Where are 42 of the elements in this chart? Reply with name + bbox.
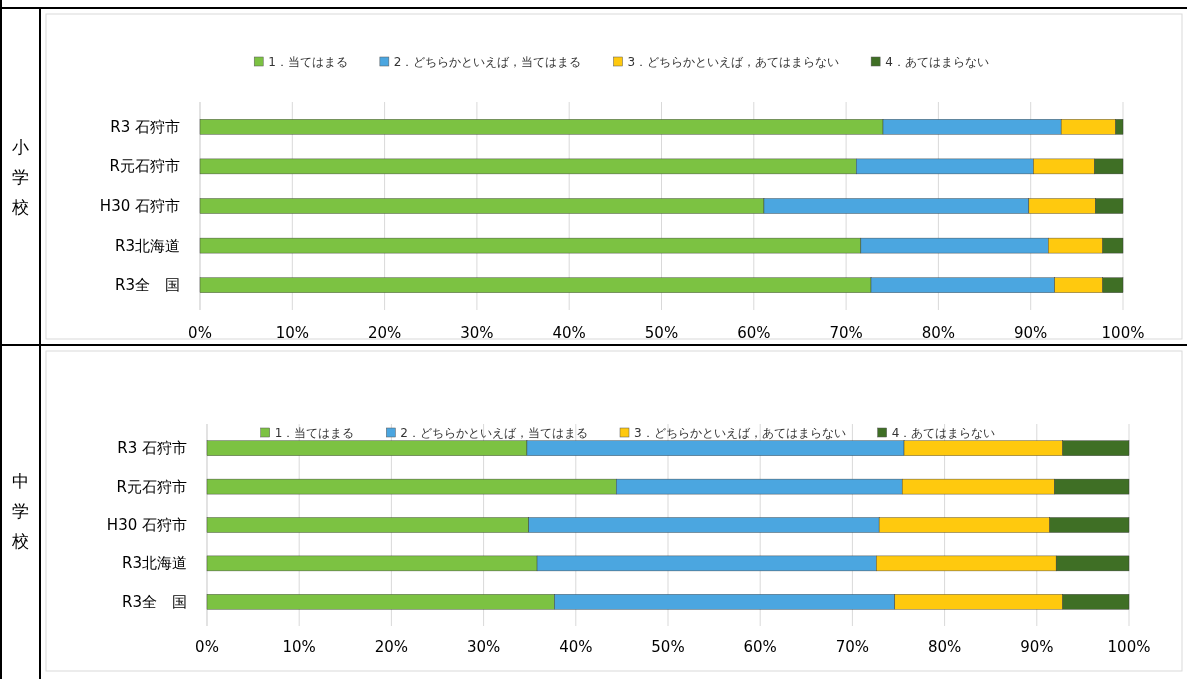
legend-label: 3．どちらかといえば，あてはまらない (634, 426, 846, 440)
x-tick-label: 20% (367, 324, 402, 342)
y-tick-label: R3北海道 (115, 236, 180, 255)
x-tick-label: 0% (195, 638, 219, 656)
y-tick-label: R3 石狩市 (110, 117, 180, 136)
x-tick-label: 40% (559, 638, 593, 656)
y-tick-label: H30 石狩市 (106, 516, 187, 534)
x-tick-label: 80% (921, 324, 956, 342)
y-tick-label: R元石狩市 (116, 477, 187, 496)
y-tick-label: R元石狩市 (109, 157, 180, 176)
x-tick-label: 100% (1107, 638, 1151, 656)
y-tick-label: R3全 国 (115, 276, 180, 295)
x-tick-label: 90% (1014, 324, 1048, 342)
legend-label: 4．あてはまらない (885, 55, 989, 69)
legend-label: 1．当てはまる (274, 426, 355, 440)
x-tick-label: 10% (275, 324, 309, 342)
x-tick-label: 100% (1101, 324, 1145, 342)
x-tick-label: 50% (651, 638, 685, 656)
x-tick-label: 60% (737, 324, 771, 342)
legend-label: 2．どちらかといえば，当てはまる (393, 55, 582, 69)
x-tick-label: 0% (188, 324, 212, 342)
x-tick-label: 70% (835, 638, 870, 656)
legend-label: 1．当てはまる (268, 55, 348, 69)
x-tick-label: 80% (927, 638, 962, 656)
y-tick-label: R3全 国 (122, 592, 187, 611)
y-axis-title: 中学校 (10, 471, 29, 551)
x-tick-label: 30% (460, 324, 494, 342)
x-tick-label: 90% (1020, 638, 1054, 656)
y-tick-label: R3 石狩市 (117, 439, 187, 458)
legend-label: 2．どちらかといえば，当てはまる (400, 426, 588, 440)
legend-label: 3．どちらかといえば，あてはまらない (627, 55, 840, 69)
legend-label: 4．あてはまらない (891, 426, 996, 440)
y-axis-title: 小学校 (10, 136, 29, 217)
x-tick-label: 40% (552, 324, 586, 342)
x-tick-label: 10% (282, 638, 316, 656)
x-tick-label: 30% (466, 638, 501, 656)
x-tick-label: 60% (743, 638, 777, 656)
y-tick-label: H30 石狩市 (99, 197, 180, 215)
x-tick-label: 70% (829, 324, 863, 342)
y-tick-label: R3北海道 (122, 554, 187, 573)
x-tick-label: 50% (644, 324, 679, 342)
x-tick-label: 20% (374, 638, 409, 656)
